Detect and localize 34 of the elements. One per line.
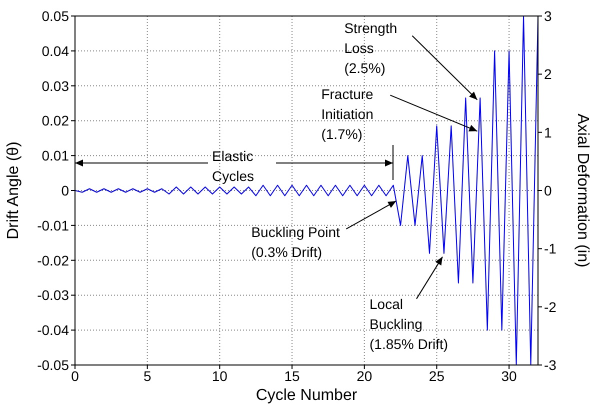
y-tick-label: 0.03 <box>42 78 70 94</box>
x-tick-label: 5 <box>143 368 152 384</box>
y-tick-label: -0.02 <box>37 252 70 268</box>
y-tick-label: -0.03 <box>37 287 70 304</box>
y-tick-label: -0.04 <box>37 322 70 338</box>
annotation: Local Buckling (1.85% Drift) <box>370 296 448 352</box>
x-tick-label: 30 <box>501 368 518 384</box>
y-tick-label: -0.05 <box>37 356 70 373</box>
annotation: Elastic Cycles <box>212 148 254 184</box>
y-tick-label: -0.01 <box>37 217 70 234</box>
y-tick-label: 0.02 <box>42 112 70 129</box>
y2-tick-label: 1 <box>544 124 552 140</box>
y-tick-label: 0 <box>61 182 70 198</box>
annotation: Strength Loss (2.5%) <box>344 20 398 76</box>
y2-tick-label: 0 <box>544 182 552 198</box>
annotation: Buckling Point (0.3% Drift) <box>251 224 340 260</box>
x-tick-label: 25 <box>428 368 445 384</box>
y2-axis-title: Axial Deformation (in) <box>574 114 590 268</box>
y2-tick-label: -3 <box>544 356 557 373</box>
y2-tick-label: -1 <box>544 240 557 257</box>
y2-tick-label: 3 <box>544 8 552 24</box>
y2-tick-label: -2 <box>544 298 557 315</box>
y-tick-label: 0.01 <box>42 148 70 164</box>
x-tick-label: 10 <box>212 368 228 384</box>
x-tick-label: 15 <box>284 368 300 384</box>
annotation: Fracture Initiation (1.7%) <box>321 86 374 142</box>
y-axis-title: Drift Angle (θ) <box>5 142 22 240</box>
y-tick-label: 0.05 <box>42 8 70 24</box>
y2-tick-label: 2 <box>544 66 552 82</box>
x-axis-title: Cycle Number <box>256 387 358 404</box>
x-tick-label: 20 <box>356 368 372 384</box>
y-tick-label: 0.04 <box>42 42 70 59</box>
line-series <box>75 16 538 365</box>
x-tick-label: 0 <box>71 368 80 384</box>
